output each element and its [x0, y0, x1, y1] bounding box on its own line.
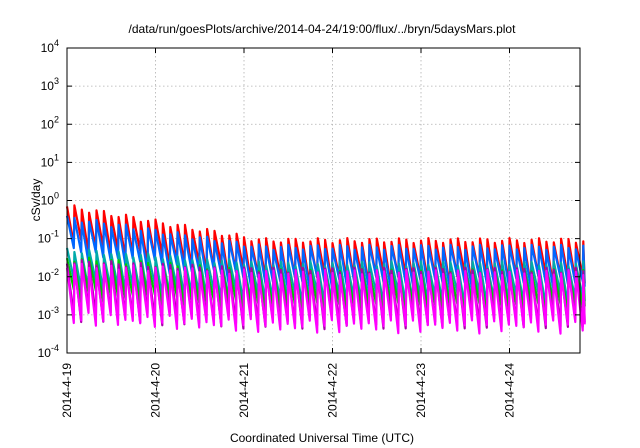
chart-title: /data/run/goesPlots/archive/2014-04-24/1…	[129, 22, 517, 36]
ticks-layer: 10-4 10-3 10-2 10-1 100 101 102 103 104 2014-4-19…	[38, 38, 580, 418]
y-tick-label: 10-2	[38, 267, 59, 284]
series-layer	[65, 204, 586, 335]
series-line	[65, 262, 586, 335]
x-axis-label: Coordinated Universal Time (UTC)	[230, 431, 414, 445]
y-tick-label: 10-1	[38, 229, 59, 246]
x-tick-label: 2014-4-22	[326, 363, 340, 418]
y-tick-label: 103	[41, 76, 59, 93]
y-tick-label: 10-3	[38, 305, 59, 322]
x-tick-label: 2014-4-24	[503, 363, 517, 418]
y-tick-label: 102	[41, 114, 59, 131]
y-tick-label: 10-4	[38, 343, 59, 360]
x-tick-label: 2014-4-20	[149, 363, 163, 418]
y-tick-label: 101	[41, 152, 59, 169]
y-axis-label: cSv/day	[29, 179, 43, 222]
y-tick-label: 104	[41, 38, 59, 55]
x-tick-label: 2014-4-19	[60, 363, 74, 418]
x-tick-label: 2014-4-21	[237, 363, 251, 418]
x-tick-label: 2014-4-23	[414, 363, 428, 418]
y-tick-label: 100	[41, 191, 59, 208]
